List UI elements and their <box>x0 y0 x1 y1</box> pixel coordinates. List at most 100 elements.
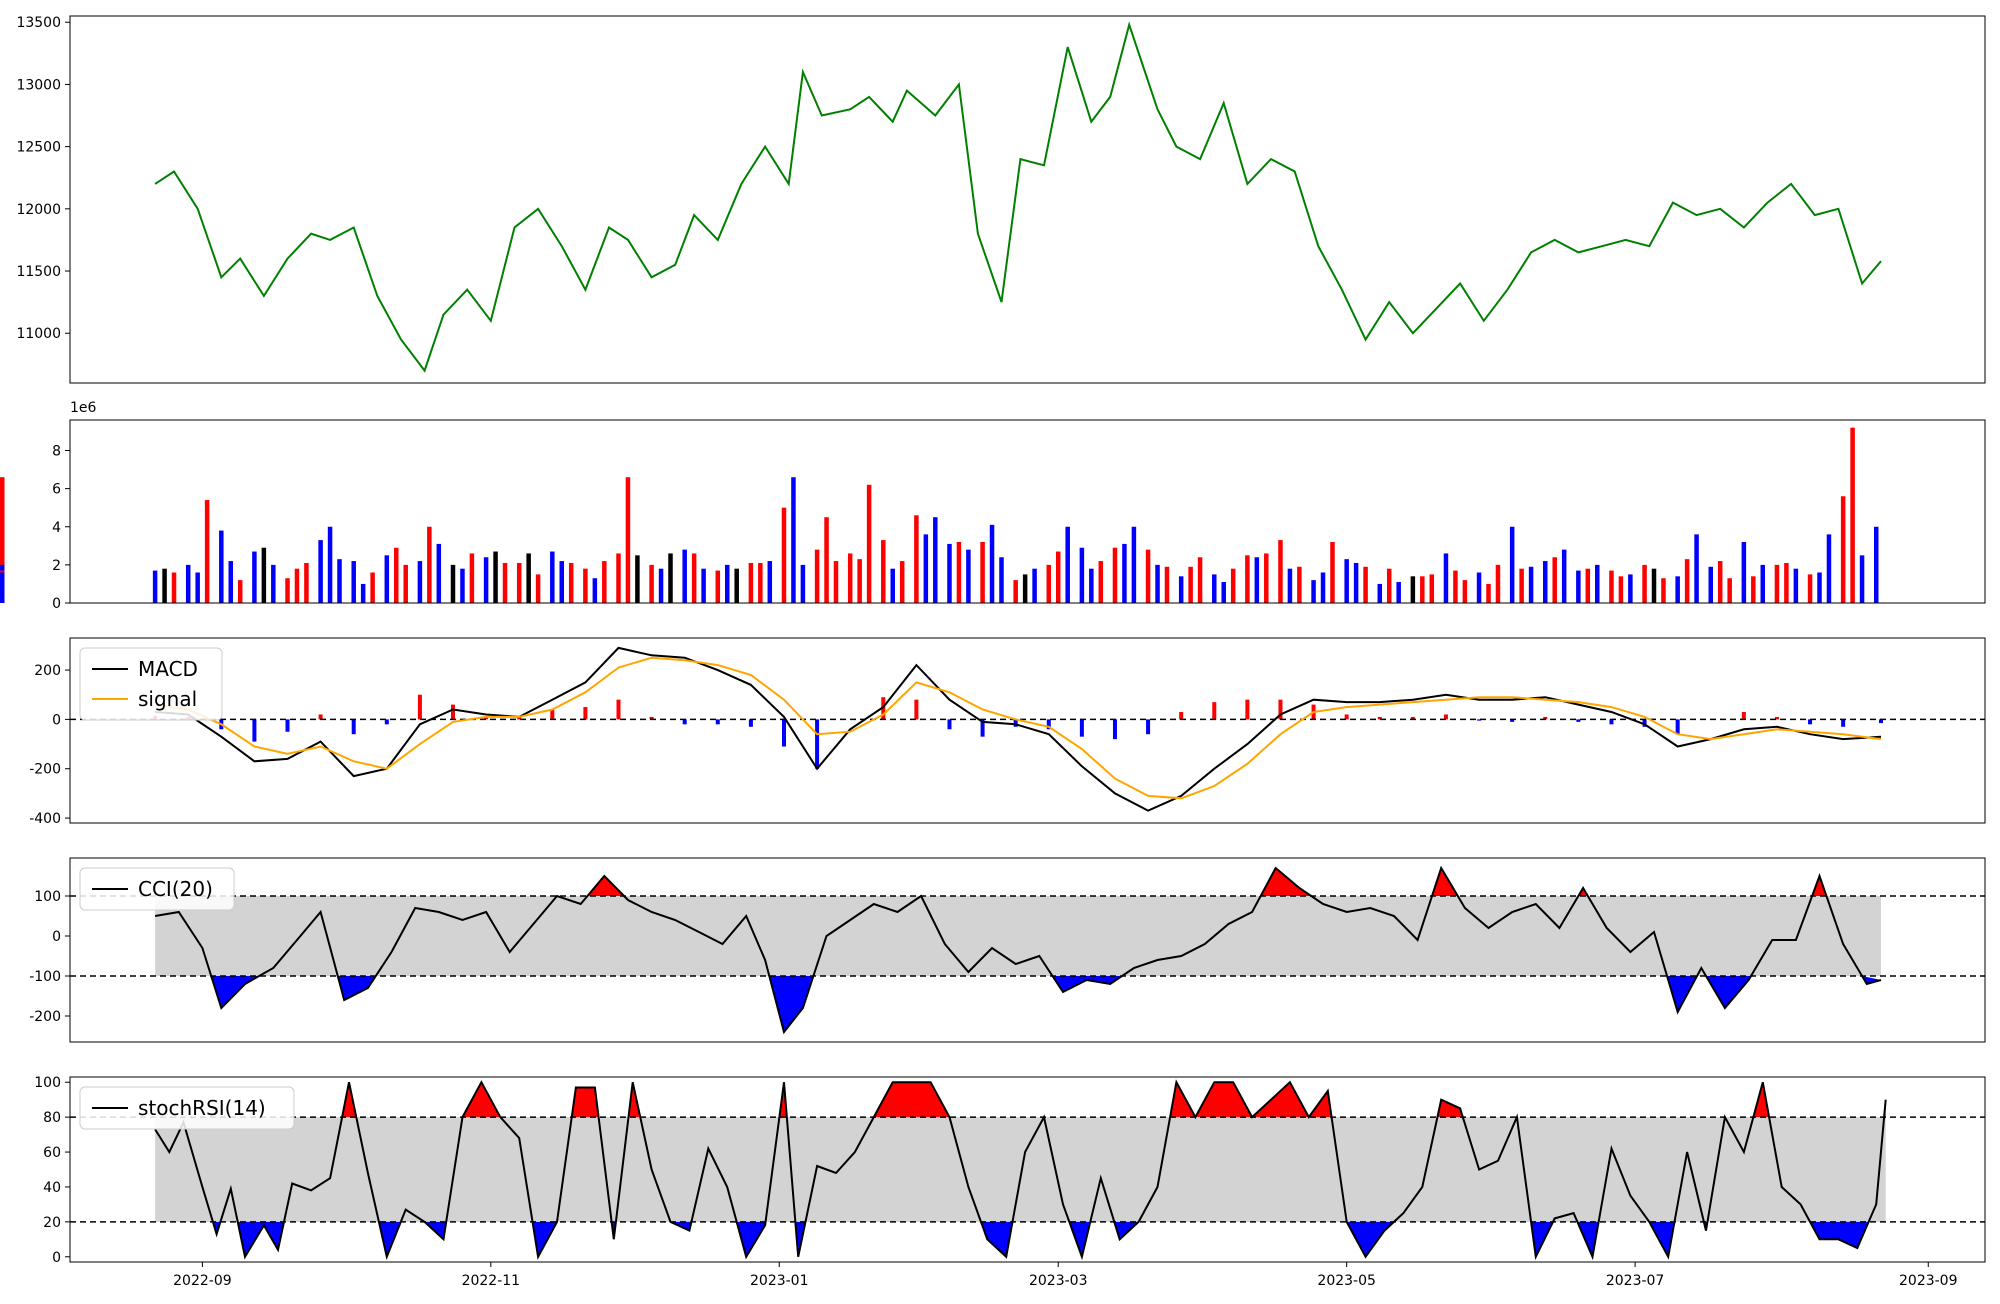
volume-bar <box>635 555 640 603</box>
volume-bar <box>1055 551 1061 603</box>
y-tick-label: -400 <box>29 811 61 827</box>
macd-histogram-bar <box>748 719 753 727</box>
macd-histogram-bar <box>1841 719 1846 727</box>
legend-label-CCI(20): CCI(20) <box>138 877 213 901</box>
price-y-axis: 11000 11500 12000 12500 13000 13500 <box>16 15 70 342</box>
volume-bar <box>1826 534 1832 603</box>
volume-bar <box>1552 557 1557 603</box>
stochrsi-overbought-fill <box>628 1082 641 1118</box>
y-tick-label: 0 <box>52 1250 61 1266</box>
y-tick-label: 40 <box>43 1180 61 1196</box>
stochrsi-oversold-fill <box>1649 1221 1675 1257</box>
volume-bar <box>403 564 408 603</box>
legend-box <box>79 1086 295 1130</box>
volume-bar <box>1046 564 1052 603</box>
cci-overbought-fill <box>587 876 624 896</box>
y-tick-label: 11500 <box>16 264 61 280</box>
stochrsi-overbought-fill <box>873 1082 950 1118</box>
macd-histogram-bar <box>1774 716 1779 720</box>
macd-histogram-bar <box>781 719 786 747</box>
volume-bar <box>535 574 541 603</box>
macd-histogram-bar <box>318 714 323 720</box>
volume-bar <box>1717 561 1723 603</box>
volume-bar <box>318 540 323 603</box>
x-tick-label: 2022-11 <box>462 1273 521 1289</box>
macd-series-signal <box>154 656 1882 800</box>
volume-bar <box>351 561 356 603</box>
volume-bar <box>1178 576 1184 603</box>
price-line <box>154 21 1882 373</box>
volume-bar <box>758 562 763 603</box>
volume-bar <box>1344 559 1349 603</box>
volume-bar <box>1684 559 1690 603</box>
volume-bar <box>592 578 598 603</box>
legend-box <box>79 647 223 721</box>
volume-bar <box>285 578 290 603</box>
volume-bar <box>1840 496 1846 603</box>
cci-panel <box>70 858 1985 1042</box>
volume-scale-label: 1e6 <box>70 400 97 416</box>
volume-bar <box>526 553 531 603</box>
macd-histogram-bar <box>1278 699 1283 720</box>
volume-bar <box>1609 570 1614 603</box>
volume-bar <box>1278 540 1283 603</box>
volume-bar <box>219 530 224 603</box>
volume-bar <box>1595 564 1600 603</box>
volume-bar <box>625 477 631 603</box>
macd-plot-area <box>70 638 1985 823</box>
y-tick-label: 12500 <box>16 140 61 156</box>
macd-histogram-bar <box>715 719 720 725</box>
volume-bar <box>1320 572 1326 603</box>
macd-histogram-bar <box>1642 719 1647 727</box>
volume-plot-area <box>70 420 1985 603</box>
volume-bar <box>1817 572 1822 603</box>
volume-bar <box>833 561 839 603</box>
y-tick-label: 100 <box>34 1075 61 1091</box>
volume-bar <box>327 526 333 603</box>
macd-histogram-bar <box>1443 714 1448 720</box>
x-tick-label: 2023-03 <box>1029 1273 1088 1289</box>
stochrsi-overbought-fill <box>462 1082 501 1118</box>
volume-bar <box>1462 580 1468 603</box>
volume-bar <box>1122 543 1127 603</box>
y-tick-label: 4 <box>52 520 61 536</box>
macd-histogram-bar <box>583 707 588 720</box>
macd-histogram-bar <box>682 719 687 725</box>
price-panel <box>70 16 1985 383</box>
volume-bar <box>1528 566 1534 603</box>
y-tick-label: 200 <box>34 663 61 679</box>
volume-bar <box>1850 427 1855 603</box>
volume-bar <box>800 564 806 603</box>
macd-histogram-bar <box>1808 719 1813 725</box>
x-tick-label: 2023-05 <box>1317 1273 1376 1289</box>
volume-bar <box>1585 568 1591 603</box>
y-tick-label: 6 <box>52 482 61 498</box>
volume-panel <box>0 420 1985 603</box>
volume-bar <box>658 568 664 603</box>
stochrsi-oversold-fill <box>1810 1221 1869 1248</box>
cci-axes-frame <box>69 857 1986 1043</box>
y-tick-label: 12000 <box>16 202 61 218</box>
volume-bar <box>294 568 300 603</box>
volume-bar <box>1628 574 1633 603</box>
volume-bar <box>1519 568 1524 603</box>
volume-bar <box>1576 570 1581 603</box>
volume-bar <box>966 549 971 603</box>
volume-bar <box>824 517 829 603</box>
volume-axes-frame <box>69 419 1986 604</box>
x-tick-label: 2023-09 <box>1899 1273 1958 1289</box>
volume-bar <box>237 580 243 603</box>
cci-overbought-fill <box>1432 868 1458 896</box>
volume-bar <box>1760 564 1766 603</box>
volume-bar <box>1221 582 1226 603</box>
volume-bar <box>583 568 588 603</box>
volume-bar <box>1661 578 1666 603</box>
volume-bar <box>691 553 697 603</box>
volume-bar <box>417 561 423 603</box>
volume-bar <box>668 553 673 603</box>
y-tick-label: 0 <box>52 929 61 945</box>
volume-bar <box>469 553 475 603</box>
volume-bar <box>1618 576 1624 603</box>
volume-bar <box>1561 549 1567 603</box>
volume-bar <box>493 551 498 603</box>
